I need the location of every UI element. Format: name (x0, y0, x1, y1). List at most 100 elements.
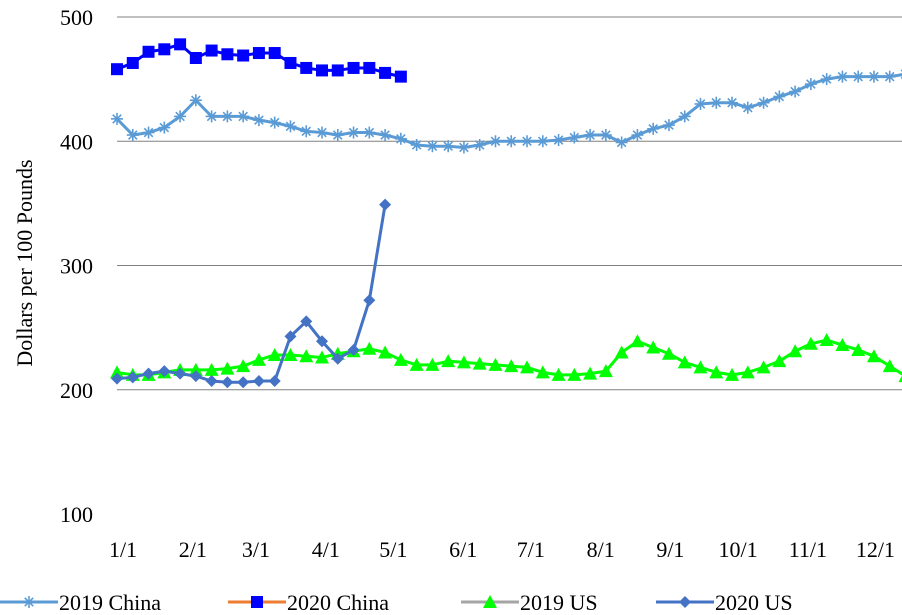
data-point-2019-china (300, 125, 313, 138)
data-point-2019-china (473, 138, 486, 151)
data-point-2019-china (379, 129, 392, 142)
data-point-2019-china (174, 110, 187, 123)
x-tick-label: 4/1 (312, 537, 340, 562)
data-point-2020-us (316, 335, 329, 348)
data-point-2020-us (300, 315, 313, 328)
data-point-2020-us (205, 375, 218, 388)
data-point-2019-us (472, 356, 487, 370)
data-point-2019-china (158, 121, 171, 134)
data-point-2019-us (110, 365, 124, 379)
x-tick-label: 3/1 (242, 537, 270, 562)
data-point-2019-us (898, 375, 902, 383)
data-point-2019-us (362, 341, 377, 355)
data-point-2019-china (489, 135, 502, 148)
data-point-2019-us (661, 346, 676, 360)
data-point-2019-us (535, 365, 550, 379)
data-point-2019-china (221, 110, 234, 123)
data-point-2019-china (804, 78, 817, 91)
data-point-2019-china (237, 110, 250, 123)
data-point-2019-china (457, 141, 470, 154)
x-axis-ticks: 1/1 2/1 3/1 4/1 5/1 6/1 7/1 8/1 9/1 10/1 11/1 12/1 (109, 537, 895, 562)
data-point-2020-china (394, 70, 407, 83)
data-point-2019-us (866, 349, 881, 363)
data-point-2020-us (142, 367, 155, 380)
data-point-2020-us (189, 370, 202, 383)
data-point-2019-us (393, 352, 408, 366)
x-tick-label: 9/1 (656, 537, 684, 562)
data-point-2020-china (252, 47, 265, 60)
legend-marker (23, 596, 35, 608)
data-point-2020-china (111, 63, 123, 76)
data-point-2019-us (740, 365, 755, 379)
data-point-2019-us (835, 338, 850, 352)
data-point-2019-us (283, 347, 298, 361)
data-point-2019-china (189, 94, 202, 107)
data-point-2019-us (204, 362, 219, 376)
data-point-2020-us (252, 375, 265, 388)
data-point-2019-us (456, 355, 471, 369)
data-point-2019-china (836, 70, 849, 83)
data-point-2019-china (521, 135, 534, 148)
data-point-2019-china (363, 126, 376, 139)
data-point-2019-us (567, 367, 582, 381)
data-point-2019-china (852, 70, 865, 83)
data-point-2019-us (882, 359, 897, 373)
x-tick-label: 6/1 (449, 537, 477, 562)
data-point-2019-us (630, 334, 645, 348)
series-line-2019-us (116, 338, 902, 377)
data-point-2019-us (756, 360, 771, 374)
data-point-2019-china (347, 126, 360, 139)
data-point-2019-china (426, 140, 439, 153)
series-2019-us (110, 333, 902, 383)
data-point-2019-us (236, 359, 251, 373)
legend-item-2019-china: 2019 China (0, 590, 161, 615)
data-point-2019-us (646, 340, 661, 354)
data-point-2020-china (174, 38, 187, 51)
data-point-2019-us (299, 349, 314, 363)
data-point-2020-china (221, 48, 234, 61)
y-axis-ticks: 100 200 300 400 500 (60, 5, 93, 527)
x-tick-label: 2/1 (179, 537, 207, 562)
data-point-2019-us (409, 357, 424, 371)
data-point-2019-china (568, 131, 581, 144)
data-point-2019-china (615, 136, 628, 149)
data-point-2019-us (488, 357, 503, 371)
data-point-2019-us (315, 350, 330, 364)
data-point-2019-china (694, 97, 707, 110)
series-line-2019-china (115, 73, 902, 149)
data-point-2019-us (583, 366, 598, 380)
data-point-2020-us (158, 365, 171, 378)
data-point-2019-us (725, 367, 740, 381)
legend: 2019 China 2020 China 2019 US 2020 US (0, 590, 793, 615)
legend-marker (483, 595, 497, 608)
data-point-2019-china (442, 140, 455, 153)
legend-marker (679, 596, 691, 608)
data-point-2020-china (268, 47, 281, 60)
x-tick-label: 1/1 (109, 537, 137, 562)
legend-item-2019-us: 2019 US (461, 590, 598, 615)
data-point-2019-us (677, 355, 692, 369)
data-point-2019-china (867, 70, 880, 83)
data-point-2019-us (614, 345, 629, 359)
data-point-2019-china (284, 120, 297, 133)
series-layer (110, 38, 902, 389)
data-point-2020-china (158, 43, 171, 56)
y-tick-label: 200 (60, 378, 93, 403)
data-point-2020-china (347, 61, 360, 74)
legend-marker (251, 596, 263, 608)
y-tick-label: 500 (60, 5, 93, 30)
data-point-2019-china (268, 116, 281, 129)
legend-label: 2020 US (715, 590, 793, 615)
y-axis-label: Dollars per 100 Pounds (12, 159, 37, 366)
data-point-2019-us (693, 360, 708, 374)
data-point-2020-us (111, 372, 123, 385)
y-tick-label: 300 (60, 254, 93, 279)
data-point-2019-us (772, 354, 787, 368)
data-point-2020-china (379, 66, 392, 79)
data-point-2020-us (174, 367, 187, 380)
data-point-2019-us (220, 361, 235, 375)
y-tick-label: 100 (60, 502, 93, 527)
data-point-2020-us (379, 198, 392, 211)
legend-item-2020-us: 2020 US (656, 590, 793, 615)
